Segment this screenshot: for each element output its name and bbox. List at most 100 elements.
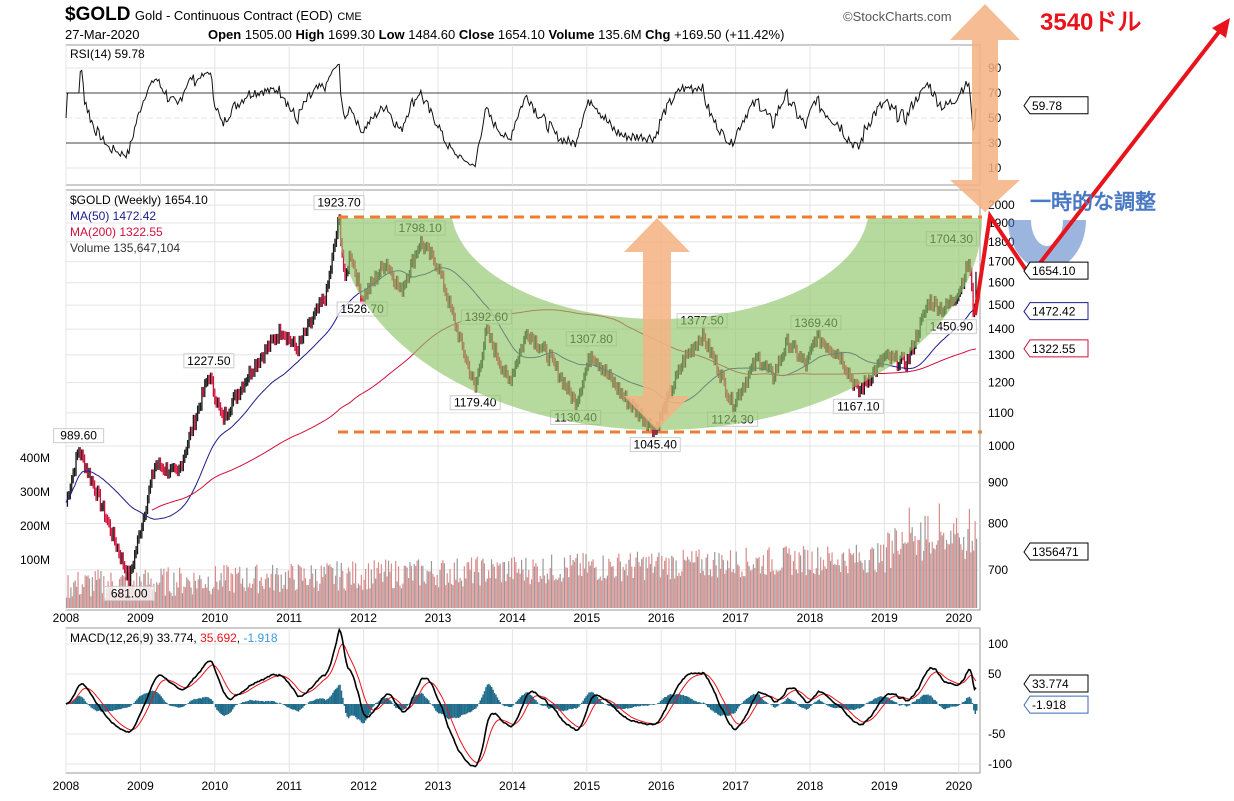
volume-bar xyxy=(68,597,71,608)
macd-hist-bar xyxy=(286,704,288,708)
volume-bar xyxy=(751,569,753,608)
macd-hist-bar xyxy=(871,700,874,704)
macd-hist-bar xyxy=(422,693,424,704)
volume-bar xyxy=(945,539,948,608)
high-label: High xyxy=(295,27,325,42)
volume-bar xyxy=(825,568,827,608)
volume-bar xyxy=(87,575,89,608)
volume-bar xyxy=(606,575,609,608)
x-tick-label-price: 2013 xyxy=(425,611,452,625)
volume-bar xyxy=(754,567,756,608)
volume-bar xyxy=(781,567,783,608)
volume-bar xyxy=(729,550,732,608)
volume-bar xyxy=(409,562,411,608)
volume-bar xyxy=(689,561,692,608)
volume-bar xyxy=(745,547,747,608)
volume-bar xyxy=(953,523,955,608)
macd-hist-bar xyxy=(200,698,202,704)
volume-bar xyxy=(223,565,225,608)
volume-bar xyxy=(410,566,413,608)
macd-hist-bar xyxy=(266,701,268,704)
volume-bar xyxy=(518,568,520,608)
volume-bar xyxy=(895,530,898,608)
volume-bar xyxy=(163,568,165,608)
volume-bar xyxy=(432,573,434,608)
volume-bar xyxy=(797,573,799,608)
macd-hist-bar xyxy=(91,704,94,709)
macd-hist-bar xyxy=(329,696,331,704)
macd-hist-bar xyxy=(608,704,610,707)
volume-bar xyxy=(312,573,314,608)
macd-hist-bar xyxy=(695,701,698,704)
macd-hist-value: -1.918 xyxy=(243,631,278,645)
volume-bar xyxy=(525,557,527,608)
macd-hist-bar xyxy=(326,699,328,704)
volume-bar xyxy=(154,591,156,608)
volume-bar xyxy=(184,587,186,608)
volume-bar xyxy=(572,559,574,608)
volume-bar xyxy=(901,531,903,608)
volume-bar xyxy=(170,592,172,608)
macd-hist-bar xyxy=(751,694,753,704)
volume-bar xyxy=(761,566,763,608)
volume-bar xyxy=(83,587,85,608)
volume-bar xyxy=(862,569,865,608)
macd-hist-bar xyxy=(914,701,916,704)
volume-tick-label: 100M xyxy=(20,553,50,567)
macd-hist-bar xyxy=(762,700,765,704)
macd-hist-bar xyxy=(126,704,128,708)
volume-bar xyxy=(925,539,928,608)
macd-hist-bar xyxy=(307,702,310,704)
volume-bar xyxy=(241,578,244,608)
x-tick-label-price: 2016 xyxy=(648,611,675,625)
macd-hist-bar xyxy=(473,704,476,710)
macd-line xyxy=(65,627,977,768)
volume-bar xyxy=(712,559,714,608)
volume-bar xyxy=(792,561,795,608)
volume-bar xyxy=(855,544,857,608)
macd-hist-bar xyxy=(443,704,446,717)
macd-hist-bar xyxy=(510,704,513,707)
macd-hist-bar xyxy=(661,699,663,704)
volume-bar xyxy=(302,580,304,608)
macd-hist-bar xyxy=(933,699,935,704)
macd-hist-bar xyxy=(433,704,436,709)
macd-hist-bar xyxy=(921,695,924,704)
volume-bar xyxy=(167,567,169,608)
macd-hist-bar xyxy=(729,704,732,716)
macd-hist-bar xyxy=(725,704,728,716)
macd-hist-bar xyxy=(774,704,776,708)
macd-hist-bar xyxy=(448,704,450,720)
volume-bar xyxy=(940,531,942,608)
macd-hist-bar xyxy=(656,703,659,704)
volume-bar xyxy=(214,566,216,608)
volume-bar xyxy=(316,581,318,608)
macd-hist-bar xyxy=(492,689,494,704)
macd-hist-bar xyxy=(632,704,635,708)
volume-bar xyxy=(655,561,657,608)
volume-bar xyxy=(174,595,176,608)
volume-bar xyxy=(711,576,713,608)
macd-hist-bar xyxy=(744,700,746,704)
macd-hist-bar xyxy=(948,704,951,708)
volume-bar xyxy=(742,576,744,608)
volume-bar xyxy=(333,584,335,608)
macd-hist-bar xyxy=(244,701,247,704)
macd-hist-bar xyxy=(440,704,443,715)
volume-bar xyxy=(526,577,528,608)
volume-bar xyxy=(865,572,867,608)
macd-hist-bar xyxy=(159,694,161,704)
macd-hist-bar xyxy=(359,704,361,721)
macd-hist-bar xyxy=(495,694,497,704)
volume-bar xyxy=(456,558,458,608)
volume-bar xyxy=(478,572,480,608)
volume-bar xyxy=(947,543,949,608)
volume-bar xyxy=(722,560,724,608)
volume-bar xyxy=(74,580,76,608)
volume-bar xyxy=(779,570,782,608)
volume-bar xyxy=(646,568,649,608)
volume-bar xyxy=(789,554,792,608)
macd-hist-bar xyxy=(163,700,165,704)
volume-bar xyxy=(581,575,583,608)
